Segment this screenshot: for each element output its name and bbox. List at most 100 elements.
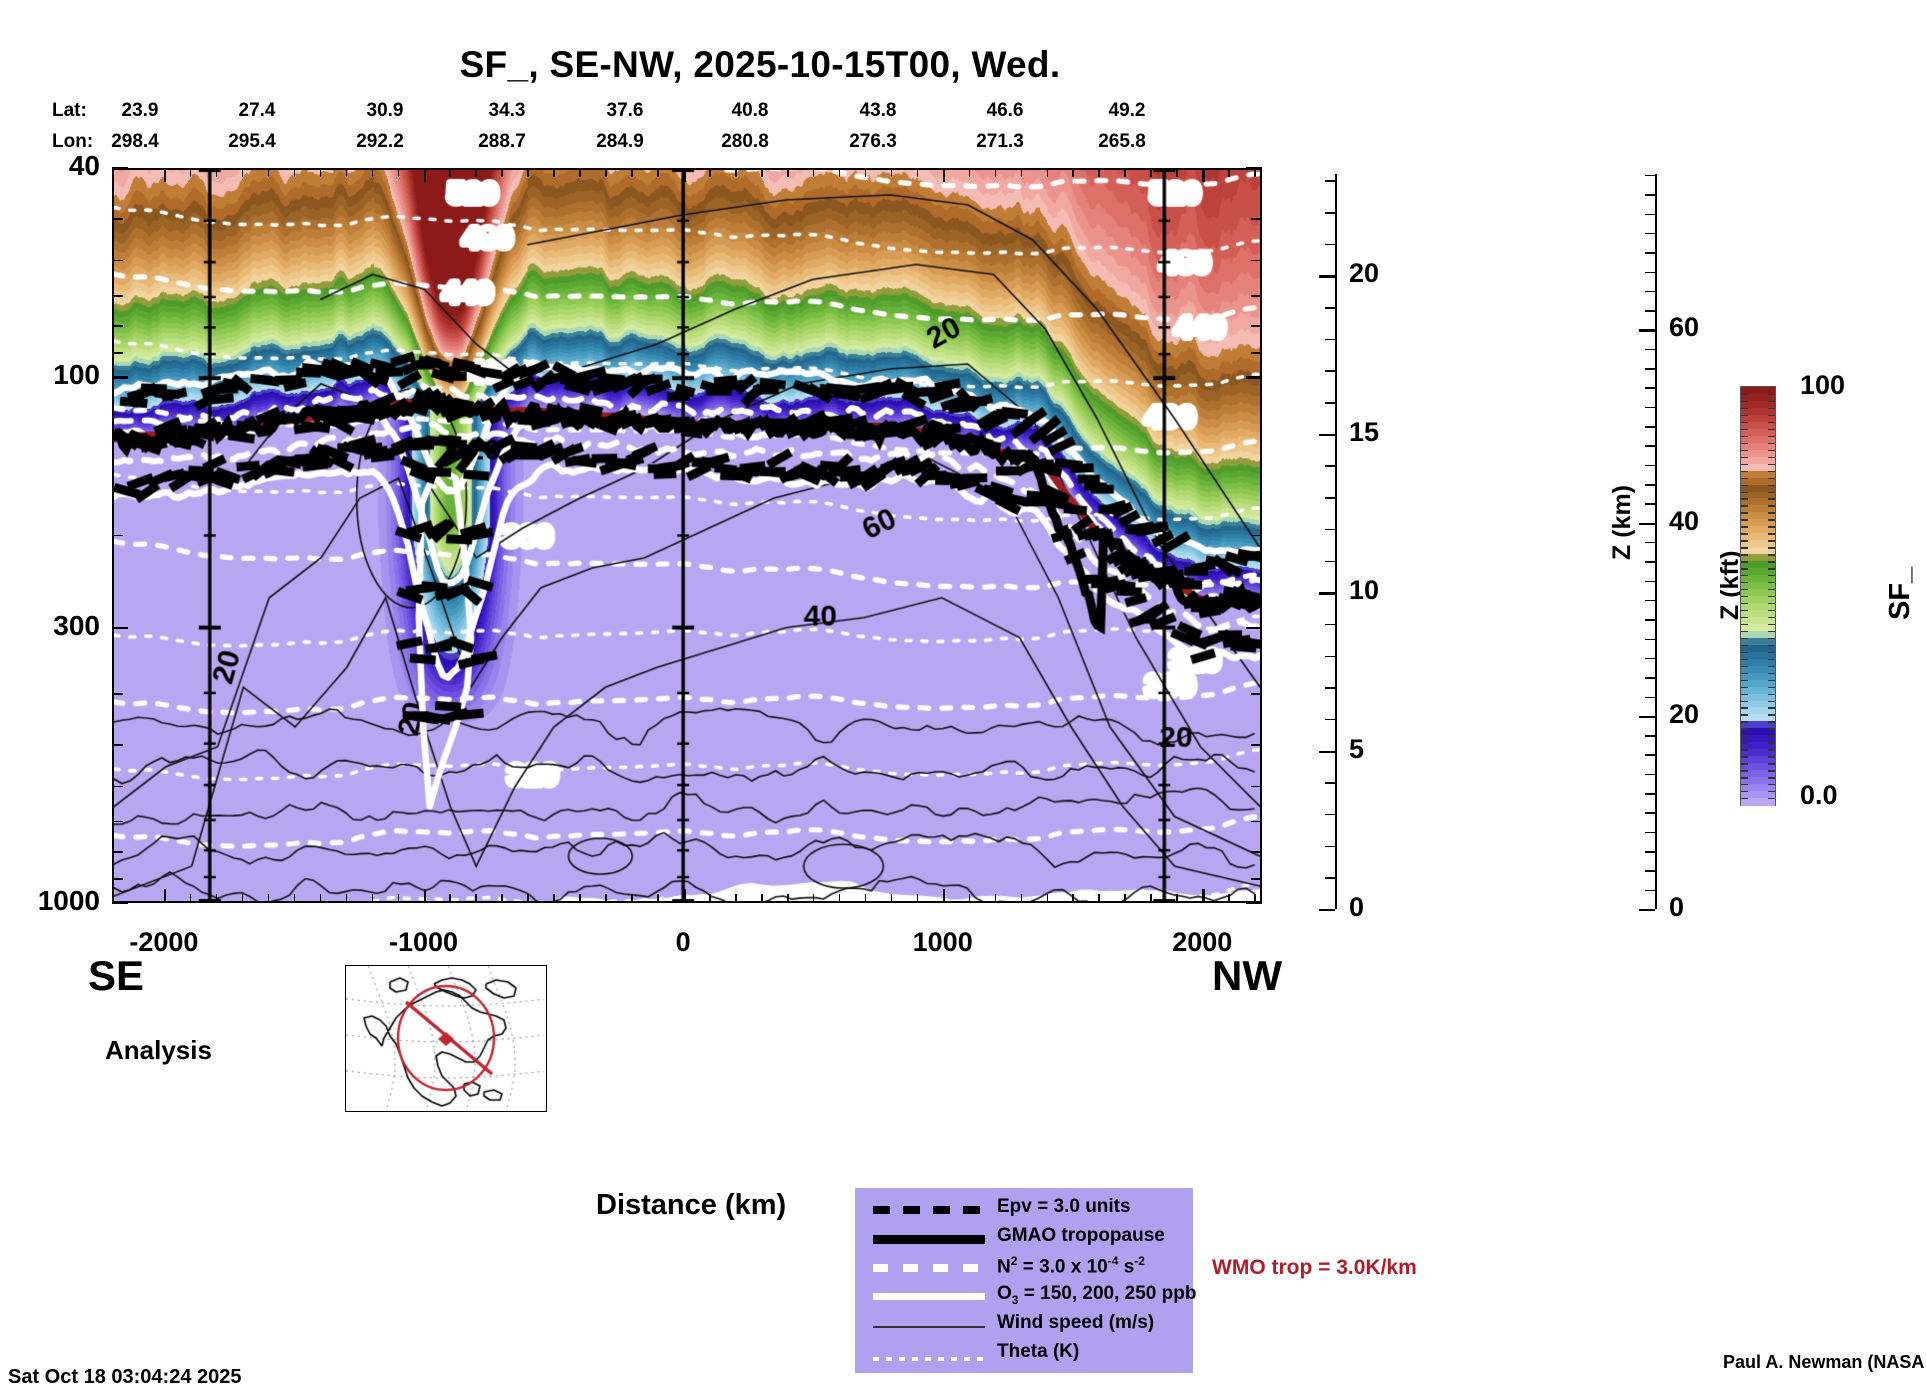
colorbar-tick [1741, 428, 1748, 431]
axis-tick [112, 534, 123, 537]
legend-row-0[interactable]: Epv = 3.0 units [855, 1196, 1193, 1226]
colorbar-band [1741, 742, 1775, 751]
axis-tick [683, 168, 686, 182]
axis-tick [1639, 715, 1655, 719]
y-tick-300: 300 [53, 610, 100, 642]
axis-tick [1645, 290, 1655, 293]
lon-value-3: 288.7 [478, 131, 526, 152]
colorbar-band [1741, 665, 1775, 674]
colorbar-tick [1741, 414, 1748, 417]
z-kft-tick-0: 0 [1669, 892, 1685, 922]
legend-label-5: Theta (K) [997, 1341, 1080, 1362]
axis-tick [1645, 870, 1655, 872]
legend-row-2[interactable]: N2 = 3.0 x 10-4 s-2 [855, 1254, 1193, 1284]
colorbar-tick [1768, 630, 1775, 633]
axis-tick [112, 325, 123, 328]
colorbar-band [1741, 798, 1775, 807]
colorbar-band [1741, 498, 1775, 507]
colorbar-tick [1741, 456, 1748, 459]
legend-box[interactable]: Epv = 3.0 units GMAO tropopause N2 = 3.0 x… [855, 1188, 1196, 1373]
colorbar-band [1741, 470, 1775, 479]
colorbar-tick [1768, 554, 1775, 556]
colorbar-tick [1768, 714, 1775, 716]
axis-tick [709, 168, 711, 177]
axis-tick [1655, 174, 1658, 909]
colorbar-band [1741, 582, 1775, 591]
axis-tick [1325, 212, 1335, 214]
colorbar-tick [1768, 589, 1775, 591]
axis-tick [1325, 180, 1335, 182]
colorbar-tick [1741, 463, 1748, 466]
axis-tick [1325, 782, 1335, 784]
lat-value-1: 27.4 [238, 100, 276, 121]
colorbar-tick [1741, 442, 1748, 445]
legend-row-3[interactable]: O3 = 150, 200, 250 ppb [855, 1283, 1196, 1313]
axis-tick [631, 168, 633, 177]
legend-row-1[interactable]: GMAO tropopause [855, 1225, 1193, 1255]
colorbar-tick [1741, 630, 1748, 633]
axis-tick [501, 168, 503, 177]
sf-contour-field [114, 170, 1260, 901]
colorbar-tick [1741, 721, 1748, 723]
x-axis-title: Distance (km) [596, 1189, 787, 1221]
axis-tick [1150, 168, 1152, 177]
axis-tick [1325, 465, 1335, 467]
axis-tick [112, 166, 128, 170]
axis-tick [1251, 294, 1262, 297]
colorbar-tick [1741, 735, 1748, 737]
nw-label: NW [1212, 952, 1282, 999]
axis-tick [163, 889, 167, 903]
axis-tick [1251, 692, 1262, 695]
colorbar-tick [1741, 449, 1748, 452]
axis-tick [112, 352, 123, 354]
axis-tick [994, 894, 997, 903]
z-km-tick-5: 5 [1349, 733, 1365, 764]
axis-tick [112, 692, 123, 695]
colorbar-tick [1768, 651, 1775, 654]
axis-tick [112, 820, 123, 823]
colorbar-tick [1741, 596, 1748, 598]
axis-tick [1639, 909, 1655, 912]
axis-tick [112, 259, 123, 262]
z-km-tick-15: 15 [1349, 416, 1380, 447]
colorbar-tick [1741, 561, 1748, 563]
axis-tick [1645, 464, 1655, 467]
axis-tick [1645, 677, 1655, 679]
colorbar-tick [1768, 442, 1775, 445]
colorbar-band [1741, 728, 1775, 737]
axis-tick [1319, 275, 1335, 278]
colorbar[interactable] [1740, 386, 1776, 807]
colorbar-band [1741, 693, 1775, 702]
colorbar-band [1741, 602, 1775, 611]
colorbar-band [1741, 456, 1775, 465]
colorbar-tick [1768, 644, 1775, 647]
colorbar-band [1741, 512, 1775, 521]
colorbar-tick [1768, 777, 1775, 779]
legend-row-4[interactable]: Wind speed (m/s) [855, 1312, 1193, 1342]
axis-tick [371, 894, 374, 903]
colorbar-tick [1741, 658, 1748, 661]
x-tick-4: 2000 [1172, 927, 1233, 957]
inset-locator-map[interactable] [345, 965, 547, 1112]
colorbar-tick [1768, 582, 1775, 584]
colorbar-band [1741, 561, 1775, 570]
axis-tick [215, 894, 218, 903]
cross-section-plot[interactable] [112, 168, 1262, 903]
axis-tick [1020, 168, 1023, 177]
axis-tick [1645, 851, 1655, 853]
legend-row-5[interactable]: Theta (K) [855, 1341, 1193, 1371]
lon-value-6: 276.3 [849, 131, 897, 152]
axis-tick [1325, 877, 1335, 879]
colorbar-band [1741, 686, 1775, 695]
colorbar-tick [1768, 749, 1775, 751]
axis-tick [215, 168, 218, 177]
colorbar-band [1741, 540, 1775, 549]
z-km-axis-title: Z (km) [1608, 485, 1636, 560]
axis-tick [475, 894, 478, 903]
axis-tick [657, 894, 659, 903]
axis-tick [1251, 785, 1262, 788]
axis-tick [1246, 626, 1262, 630]
axis-tick [942, 889, 946, 903]
colorbar-tick [1768, 616, 1775, 619]
axis-tick [1251, 878, 1262, 880]
